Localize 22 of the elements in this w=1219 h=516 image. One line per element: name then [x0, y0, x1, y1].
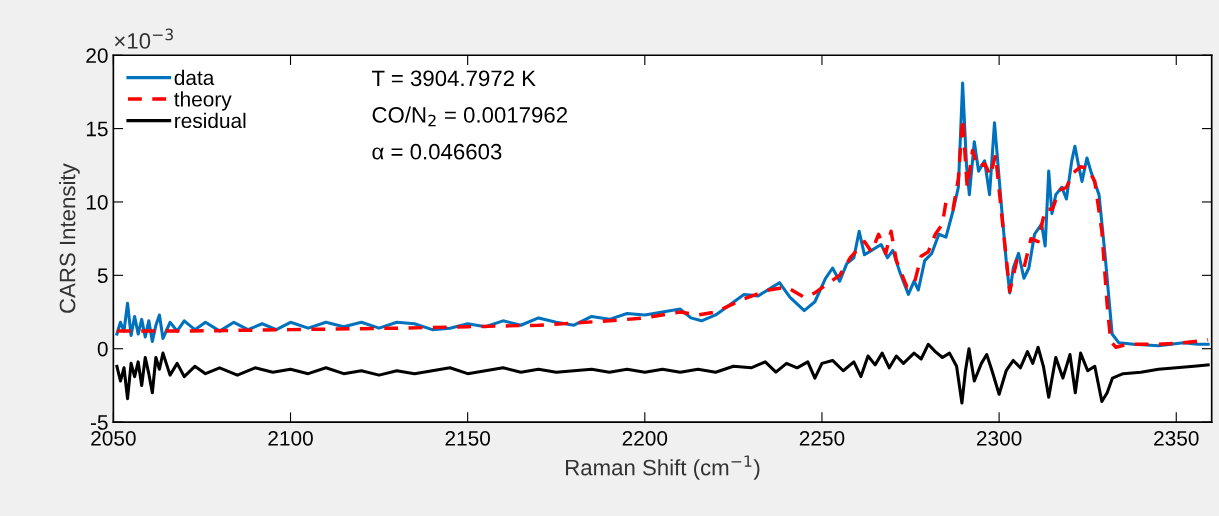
x-tick-label: 2200: [622, 430, 668, 446]
legend-label: residual: [175, 112, 246, 129]
x-tick-label: 2050: [91, 430, 136, 446]
text: ×10$^{−3}$: [114, 28, 173, 49]
annotation: CO/N$_{2}$ = 0.0017962: [372, 106, 567, 127]
y-tick-label: 10: [86, 194, 108, 210]
annotation: α = 0.046603: [372, 143, 502, 160]
x-tick-label: 2350: [1154, 430, 1199, 446]
x-tick-label: 2300: [976, 430, 1022, 446]
y-tick-label: 0: [97, 341, 108, 357]
x-tick-label: 2150: [445, 430, 491, 446]
annotation: T = 3904.7972 K: [371, 70, 536, 87]
x-tick-label: 2100: [268, 430, 313, 446]
y-tick-label: 20: [86, 48, 108, 63]
x-axis-title: Raman Shift (cm$^{−1}$): [566, 455, 760, 480]
y-tick-label: 15: [86, 121, 108, 137]
legend-label: data: [174, 69, 215, 86]
legend-label: theory: [174, 91, 232, 111]
x-tick-label: 2250: [799, 430, 845, 446]
y-tick-label: -5: [90, 415, 108, 430]
y-tick-label: 5: [97, 268, 108, 284]
y-axis-title: CARS Intensity: [59, 163, 80, 313]
